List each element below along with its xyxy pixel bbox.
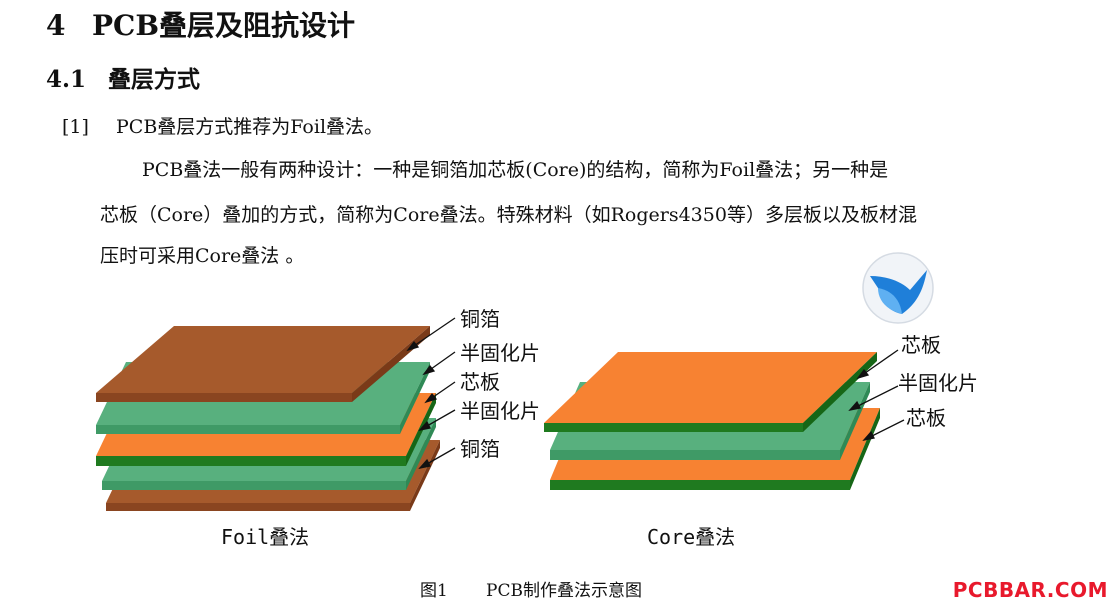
section-heading: 4 PCB叠层及阻抗设计 bbox=[46, 4, 355, 44]
paragraph-line-3: 压时可采用Core叠法 。 bbox=[100, 245, 305, 267]
foil-stackup: 铜箔 半固化片 芯板 半固化片 铜箔 Foil叠法 bbox=[96, 307, 540, 549]
core-label-prepreg: 半固化片 bbox=[898, 371, 978, 395]
foil-label-core: 芯板 bbox=[460, 370, 500, 394]
figure-caption-text: PCB制作叠法示意图 bbox=[486, 581, 642, 601]
paragraph-line-2: 芯板（Core）叠加的方式，简称为Core叠法。特殊材料（如Rogers4350… bbox=[100, 204, 917, 226]
foil-leader-lines bbox=[406, 317, 456, 470]
bird-logo-icon bbox=[862, 252, 934, 324]
subsection-number: 4.1 bbox=[46, 66, 87, 93]
foil-top-copper-layer bbox=[96, 326, 430, 402]
subsection-title: 叠层方式 bbox=[108, 66, 200, 93]
foil-label-copper-bottom: 铜箔 bbox=[460, 437, 500, 461]
core-leader-lines bbox=[848, 349, 905, 442]
foil-label-prepreg-upper: 半固化片 bbox=[460, 341, 540, 365]
core-caption: Core叠法 bbox=[647, 525, 735, 549]
foil-label-prepreg-lower: 半固化片 bbox=[460, 399, 540, 423]
paragraph-line-1: PCB叠法一般有两种设计：一种是铜箔加芯板(Core)的结构，简称为Foil叠法… bbox=[142, 159, 889, 181]
figure-caption: 图1 PCB制作叠法示意图 bbox=[420, 576, 642, 601]
section-title: PCB叠层及阻抗设计 bbox=[92, 9, 356, 42]
core-label-core-top: 芯板 bbox=[901, 333, 941, 357]
core-top-core-layer bbox=[544, 352, 877, 432]
watermark: PCBBAR.COM bbox=[952, 578, 1108, 602]
section-number: 4 bbox=[46, 9, 66, 42]
core-label-core-bottom: 芯板 bbox=[906, 406, 946, 430]
subsection-heading: 4.1 叠层方式 bbox=[46, 60, 200, 94]
figure-caption-number: 图1 bbox=[420, 581, 448, 601]
list-item: [1] PCB叠层方式推荐为Foil叠法。 bbox=[62, 112, 383, 139]
list-item-number: [1] bbox=[62, 116, 89, 138]
list-item-text: PCB叠层方式推荐为Foil叠法。 bbox=[116, 116, 384, 138]
foil-label-copper-top: 铜箔 bbox=[460, 307, 500, 331]
core-stackup: 芯板 半固化片 芯板 Core叠法 bbox=[544, 333, 978, 549]
foil-caption: Foil叠法 bbox=[221, 525, 309, 549]
